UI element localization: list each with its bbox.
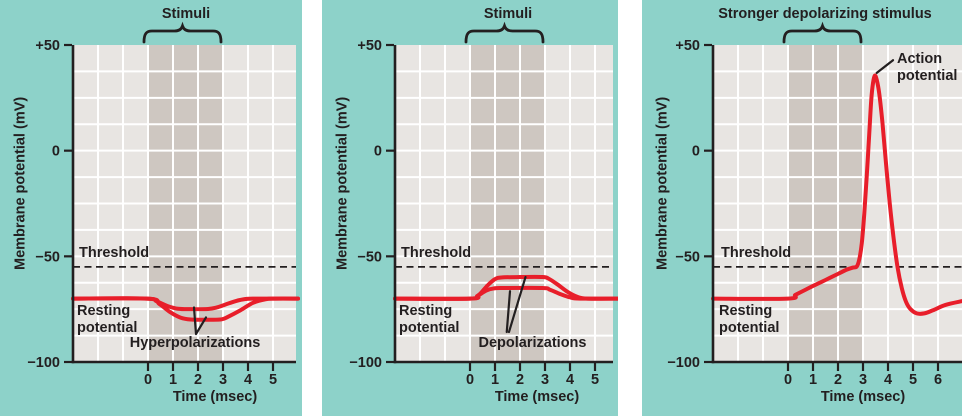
x-tick-label: 3	[219, 372, 227, 388]
panel-action-potential: +50 0 −50 −100 0 1 2 3 4 5 6 Stronger depolarizing…	[642, 0, 962, 416]
x-tick-label: 1	[809, 372, 817, 388]
chart-canvas-action-potential: +50 0 −50 −100 0 1 2 3 4 5 6	[667, 21, 962, 388]
resting-potential-label: Resting potential	[399, 303, 460, 336]
x-tick-label: 4	[884, 372, 892, 388]
chart-canvas-hyperpolarizations: +50 0 −50 −100 0 1 2 3 4 5	[27, 21, 300, 388]
x-axis-title: Time (msec)	[820, 389, 906, 405]
membrane-potential-curve	[71, 296, 300, 322]
y-tick-label: −50	[675, 249, 700, 265]
y-tick-label: +50	[357, 38, 382, 54]
y-tick-label: 0	[374, 144, 382, 160]
x-tick-label: 5	[269, 372, 277, 388]
y-axis-title: Membrane potential (mV)	[654, 96, 671, 270]
threshold-label: Threshold	[401, 245, 472, 261]
hyperpolarizations-label: Hyperpolarizations	[129, 335, 261, 351]
threshold-label: Threshold	[79, 245, 150, 261]
x-tick-label: 3	[541, 372, 549, 388]
stronger-stimulus-title: Stronger depolarizing stimulus	[718, 6, 932, 22]
annotation-pointer-line	[192, 306, 208, 336]
membrane-potential-curve	[711, 73, 962, 316]
y-tick-label: +50	[675, 38, 700, 54]
y-tick-label: 0	[692, 144, 700, 160]
chart-canvas-depolarizations: +50 0 −50 −100 0 1 2 3 4 5	[349, 21, 618, 388]
annotation-pointer-line	[505, 290, 512, 334]
annotation-pointer-line	[875, 59, 895, 74]
stimulus-title: Stimuli	[483, 6, 533, 22]
x-tick-label: 0	[466, 372, 474, 388]
stimulus-brace	[142, 21, 223, 44]
stimulus-brace	[464, 21, 545, 44]
x-tick-label: 5	[909, 372, 917, 388]
x-axis-title: Time (msec)	[172, 389, 258, 405]
depolarizations-label: Depolarizations	[478, 335, 587, 351]
x-tick-label: 2	[516, 372, 524, 388]
x-axis-title: Time (msec)	[494, 389, 580, 405]
y-axis-title: Membrane potential (mV)	[334, 96, 351, 270]
panel-depolarizations: +50 0 −50 −100 0 1 2 3 4 5 Stimuli Membrane poten…	[322, 0, 618, 416]
y-axis-title: Membrane potential (mV)	[12, 96, 29, 270]
y-tick-label: −50	[357, 249, 382, 265]
y-tick-label: −100	[27, 355, 60, 371]
x-tick-label: 1	[491, 372, 499, 388]
panel-hyperpolarizations: +50 0 −50 −100 0 1 2 3 4 5 Stimuli Membrane poten…	[0, 0, 302, 416]
x-tick-label: 1	[169, 372, 177, 388]
action-potential-label: Action potential	[897, 51, 958, 84]
x-tick-label: 5	[591, 372, 599, 388]
x-tick-label: 0	[144, 372, 152, 388]
x-tick-label: 4	[244, 372, 252, 388]
x-tick-label: 3	[859, 372, 867, 388]
annotation-pointer-line	[507, 275, 527, 334]
x-tick-label: 6	[934, 372, 942, 388]
stimulus-title: Stimuli	[161, 6, 211, 22]
membrane-potential-curve	[393, 285, 618, 301]
stimulus-brace	[782, 21, 863, 44]
x-tick-label: 4	[566, 372, 574, 388]
y-tick-label: 0	[52, 144, 60, 160]
y-tick-label: −100	[349, 355, 382, 371]
resting-potential-label: Resting potential	[719, 303, 780, 336]
y-tick-label: +50	[35, 38, 60, 54]
resting-potential-label: Resting potential	[77, 303, 138, 336]
x-tick-label: 0	[784, 372, 792, 388]
y-tick-label: −50	[35, 249, 60, 265]
x-tick-label: 2	[194, 372, 202, 388]
x-tick-label: 2	[834, 372, 842, 388]
threshold-label: Threshold	[721, 245, 792, 261]
y-tick-label: −100	[667, 355, 700, 371]
